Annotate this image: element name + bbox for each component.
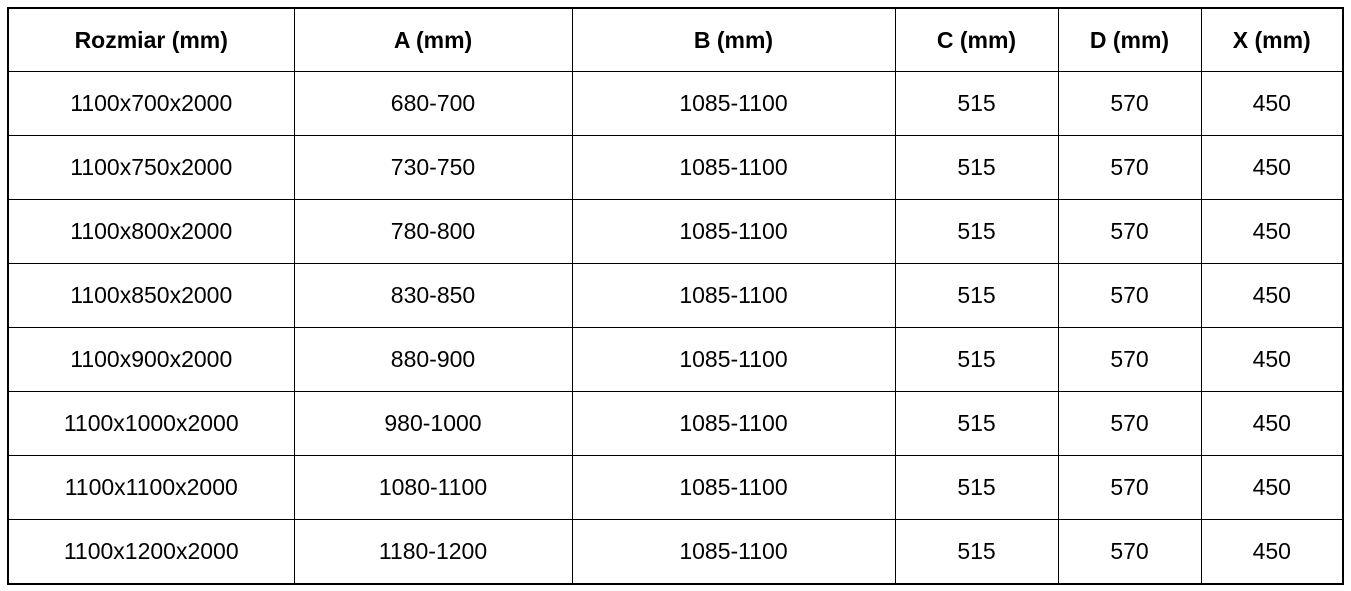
table-cell: 570 — [1057, 71, 1202, 136]
column-header: D (mm) — [1057, 7, 1202, 72]
table-cell: 570 — [1057, 455, 1202, 520]
table-cell: 515 — [894, 263, 1059, 328]
table-row: 1100x700x2000 680-700 1085-1100 515 570 450 — [7, 71, 1344, 136]
table-cell: 1180-1200 — [293, 519, 573, 585]
table-cell: 450 — [1200, 519, 1344, 585]
table-cell: 570 — [1057, 519, 1202, 585]
table-cell: 515 — [894, 391, 1059, 456]
table-row: 1100x850x2000 830-850 1085-1100 515 570 450 — [7, 263, 1344, 328]
table-cell: 1085-1100 — [571, 135, 896, 200]
table-cell: 570 — [1057, 391, 1202, 456]
table-cell: 1100x750x2000 — [7, 135, 295, 200]
table-cell: 1100x900x2000 — [7, 327, 295, 392]
column-header: C (mm) — [894, 7, 1059, 72]
table-cell: 450 — [1200, 71, 1344, 136]
table-cell: 570 — [1057, 135, 1202, 200]
table-cell: 1100x1100x2000 — [7, 455, 295, 520]
table-header-row: Rozmiar (mm) A (mm) B (mm) C (mm) D (mm) X (m… — [7, 7, 1344, 72]
table-cell: 1100x1200x2000 — [7, 519, 295, 585]
table-cell: 515 — [894, 455, 1059, 520]
table-cell: 730-750 — [293, 135, 573, 200]
table-cell: 780-800 — [293, 199, 573, 264]
table-cell: 570 — [1057, 199, 1202, 264]
table-cell: 980-1000 — [293, 391, 573, 456]
table-row: 1100x900x2000 880-900 1085-1100 515 570 450 — [7, 327, 1344, 392]
table-cell: 1085-1100 — [571, 327, 896, 392]
table-cell: 515 — [894, 199, 1059, 264]
table-cell: 880-900 — [293, 327, 573, 392]
table-row: 1100x1100x2000 1080-1100 1085-1100 515 570 45… — [7, 455, 1344, 520]
table-cell: 1085-1100 — [571, 199, 896, 264]
table-cell: 1085-1100 — [571, 263, 896, 328]
column-header: Rozmiar (mm) — [7, 7, 295, 72]
column-header: X (mm) — [1200, 7, 1344, 72]
table-cell: 1100x850x2000 — [7, 263, 295, 328]
table-cell: 1100x1000x2000 — [7, 391, 295, 456]
table-row: 1100x750x2000 730-750 1085-1100 515 570 450 — [7, 135, 1344, 200]
table-cell: 1085-1100 — [571, 519, 896, 585]
table-row: 1100x1000x2000 980-1000 1085-1100 515 570 450 — [7, 391, 1344, 456]
table-cell: 450 — [1200, 455, 1344, 520]
table-cell: 1085-1100 — [571, 391, 896, 456]
table-cell: 450 — [1200, 391, 1344, 456]
table-cell: 1080-1100 — [293, 455, 573, 520]
table-cell: 450 — [1200, 199, 1344, 264]
table-cell: 680-700 — [293, 71, 573, 136]
table-cell: 515 — [894, 327, 1059, 392]
table-row: 1100x1200x2000 1180-1200 1085-1100 515 570 45… — [7, 519, 1344, 585]
column-header: A (mm) — [293, 7, 573, 72]
table-cell: 570 — [1057, 263, 1202, 328]
table-row: 1100x800x2000 780-800 1085-1100 515 570 450 — [7, 199, 1344, 264]
table-cell: 1100x800x2000 — [7, 199, 295, 264]
column-header: B (mm) — [571, 7, 896, 72]
table-cell: 1085-1100 — [571, 455, 896, 520]
table-cell: 515 — [894, 519, 1059, 585]
table-cell: 450 — [1200, 327, 1344, 392]
table-cell: 515 — [894, 71, 1059, 136]
table-cell: 1085-1100 — [571, 71, 896, 136]
table-cell: 450 — [1200, 263, 1344, 328]
table-cell: 570 — [1057, 327, 1202, 392]
table-cell: 515 — [894, 135, 1059, 200]
table-cell: 450 — [1200, 135, 1344, 200]
table-cell: 830-850 — [293, 263, 573, 328]
table-cell: 1100x700x2000 — [7, 71, 295, 136]
dimensions-table: Rozmiar (mm) A (mm) B (mm) C (mm) D (mm) X (m… — [7, 7, 1344, 585]
